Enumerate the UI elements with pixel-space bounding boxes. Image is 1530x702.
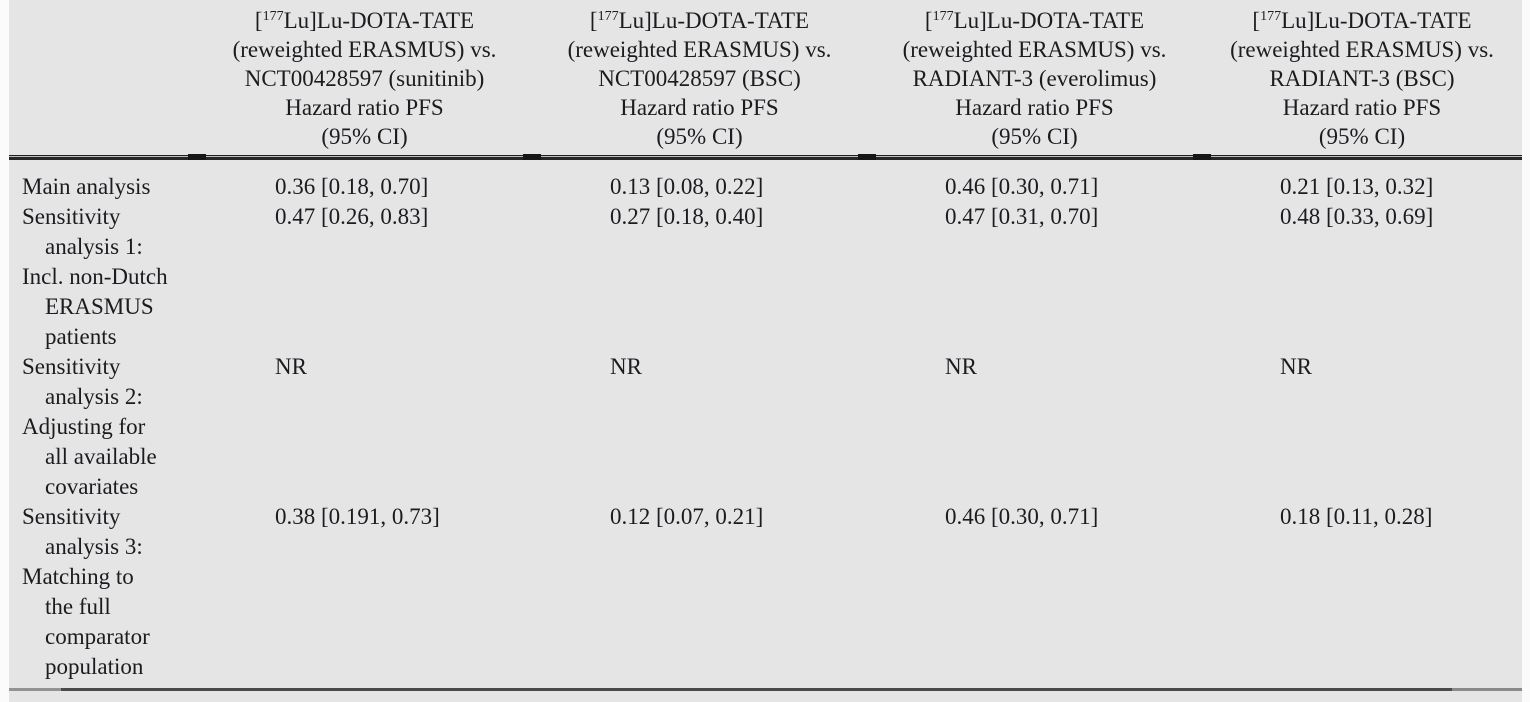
isotope-superscript: 177 — [597, 9, 619, 24]
column-boundary-tick — [858, 154, 876, 160]
hazard-ratio-value: 0.12 [0.07, 0.21] — [610, 504, 764, 529]
row-label-line: analysis 1: — [45, 234, 143, 259]
column-header-line: (reweighted ERASMUS) vs. — [902, 37, 1167, 62]
column-header-line: (reweighted ERASMUS) vs. — [232, 37, 497, 62]
row-label-line: comparator — [45, 624, 150, 649]
column-header-line: [177Lu]Lu-DOTA-TATE — [867, 6, 1202, 35]
column-header-line: Hazard ratio PFS — [955, 95, 1114, 120]
row-label-line: Adjusting for — [22, 414, 146, 439]
isotope-bracket: [ — [1252, 8, 1261, 33]
row-label-line: Sensitivity — [22, 504, 121, 529]
hazard-ratio-value: NR — [1280, 354, 1312, 379]
row-label-line: Sensitivity — [22, 204, 121, 229]
hazard-ratio-value: NR — [610, 354, 642, 379]
column-boundary-tick — [523, 154, 541, 160]
isotope-superscript: 177 — [932, 9, 954, 24]
column-header: [177Lu]Lu-DOTA-TATE (reweighted ERASMUS) … — [867, 6, 1202, 151]
isotope-bracket: [ — [254, 8, 263, 33]
column-header-line: (95% CI) — [321, 124, 408, 149]
row-label-line: analysis 3: — [45, 534, 143, 559]
row-label-line: covariates — [45, 474, 139, 499]
row-label: Sensitivity analysis 2: Adjusting for all a… — [9, 352, 197, 502]
right-page-margin — [1522, 0, 1530, 702]
hazard-ratio-value: 0.47 [0.26, 0.83] — [275, 204, 429, 229]
row-label-line: analysis 2: — [45, 384, 143, 409]
row-label-line: Main analysis — [22, 174, 151, 199]
table-row: Sensitivity analysis 1: Incl. non-Dutch ERA… — [9, 202, 1522, 352]
row-label: Sensitivity analysis 3: Matching to the ful… — [9, 502, 197, 682]
column-header-line: Hazard ratio PFS — [1282, 95, 1442, 120]
hazard-ratio-value: 0.46 [0.30, 0.71] — [945, 174, 1099, 199]
hazard-ratio-value: 0.46 [0.30, 0.71] — [945, 504, 1099, 529]
results-table: [177Lu]Lu-DOTA-TATE (reweighted ERASMUS) … — [9, 0, 1522, 702]
column-header-line: NCT00428597 (BSC) — [598, 66, 801, 91]
column-header-line: Hazard ratio PFS — [620, 95, 779, 120]
table-row: Sensitivity analysis 3: Matching to the ful… — [9, 502, 1522, 682]
row-label-header-spacer — [9, 6, 197, 151]
row-label-line: Incl. non-Dutch — [22, 264, 168, 289]
compound-name: Lu]Lu-DOTA-TATE — [953, 8, 1145, 33]
isotope-bracket: [ — [924, 8, 933, 33]
column-boundary-tick — [1193, 154, 1211, 160]
column-header-line: [177Lu]Lu-DOTA-TATE — [197, 6, 532, 35]
compound-name: Lu]Lu-DOTA-TATE — [618, 8, 810, 33]
hazard-ratio-value: NR — [945, 354, 977, 379]
column-header-line: (95% CI) — [656, 124, 743, 149]
table-header-row: [177Lu]Lu-DOTA-TATE (reweighted ERASMUS) … — [9, 0, 1522, 151]
column-header-line: (reweighted ERASMUS) vs. — [1230, 37, 1494, 62]
row-label-line: Matching to — [22, 564, 134, 589]
column-header-line: (reweighted ERASMUS) vs. — [567, 37, 832, 62]
compound-name: Lu]Lu-DOTA-TATE — [283, 8, 475, 33]
column-header-line: (95% CI) — [1318, 124, 1406, 149]
column-boundary-tick — [188, 154, 206, 160]
row-label: Main analysis — [9, 172, 197, 202]
header-rule — [9, 154, 1522, 160]
isotope-superscript: 177 — [1260, 9, 1282, 24]
bottom-rule — [9, 688, 1522, 691]
row-label-line: the full — [45, 594, 111, 619]
table-row: Main analysis 0.36 [0.18, 0.70] 0.13 [0.08… — [9, 172, 1522, 202]
left-page-margin — [0, 0, 9, 702]
column-header-line: [177Lu]Lu-DOTA-TATE — [1202, 6, 1522, 35]
hazard-ratio-value: 0.27 [0.18, 0.40] — [610, 204, 764, 229]
column-header-line: RADIANT-3 (everolimus) — [912, 66, 1157, 91]
hazard-ratio-value: 0.18 [0.11, 0.28] — [1280, 504, 1433, 529]
column-header-line: (95% CI) — [991, 124, 1078, 149]
row-label-line: patients — [45, 324, 117, 349]
hazard-ratio-value: 0.21 [0.13, 0.32] — [1280, 174, 1434, 199]
table-body: Main analysis 0.36 [0.18, 0.70] 0.13 [0.08… — [9, 160, 1522, 682]
column-header-line: RADIANT-3 (BSC) — [1269, 66, 1455, 91]
hazard-ratio-value: NR — [275, 354, 307, 379]
hazard-ratio-value: 0.38 [0.191, 0.73] — [275, 504, 440, 529]
column-header-line: Hazard ratio PFS — [285, 95, 444, 120]
isotope-superscript: 177 — [262, 9, 284, 24]
column-header: [177Lu]Lu-DOTA-TATE (reweighted ERASMUS) … — [197, 6, 532, 151]
row-label-line: ERASMUS — [45, 294, 154, 319]
row-label-line: population — [45, 654, 144, 679]
row-label-line: all available — [45, 444, 157, 469]
row-label-line: Sensitivity — [22, 354, 121, 379]
row-label: Sensitivity analysis 1: Incl. non-Dutch ERA… — [9, 202, 197, 352]
hazard-ratio-value: 0.13 [0.08, 0.22] — [610, 174, 764, 199]
compound-name: Lu]Lu-DOTA-TATE — [1281, 8, 1472, 33]
column-header-line: [177Lu]Lu-DOTA-TATE — [532, 6, 867, 35]
isotope-bracket: [ — [589, 8, 598, 33]
column-header: [177Lu]Lu-DOTA-TATE (reweighted ERASMUS) … — [1202, 6, 1522, 151]
hazard-ratio-value: 0.36 [0.18, 0.70] — [275, 174, 429, 199]
column-header-line: NCT00428597 (sunitinib) — [244, 66, 485, 91]
column-header: [177Lu]Lu-DOTA-TATE (reweighted ERASMUS) … — [532, 6, 867, 151]
table-row: Sensitivity analysis 2: Adjusting for all a… — [9, 352, 1522, 502]
hazard-ratio-value: 0.47 [0.31, 0.70] — [945, 204, 1099, 229]
hazard-ratio-value: 0.48 [0.33, 0.69] — [1280, 204, 1434, 229]
